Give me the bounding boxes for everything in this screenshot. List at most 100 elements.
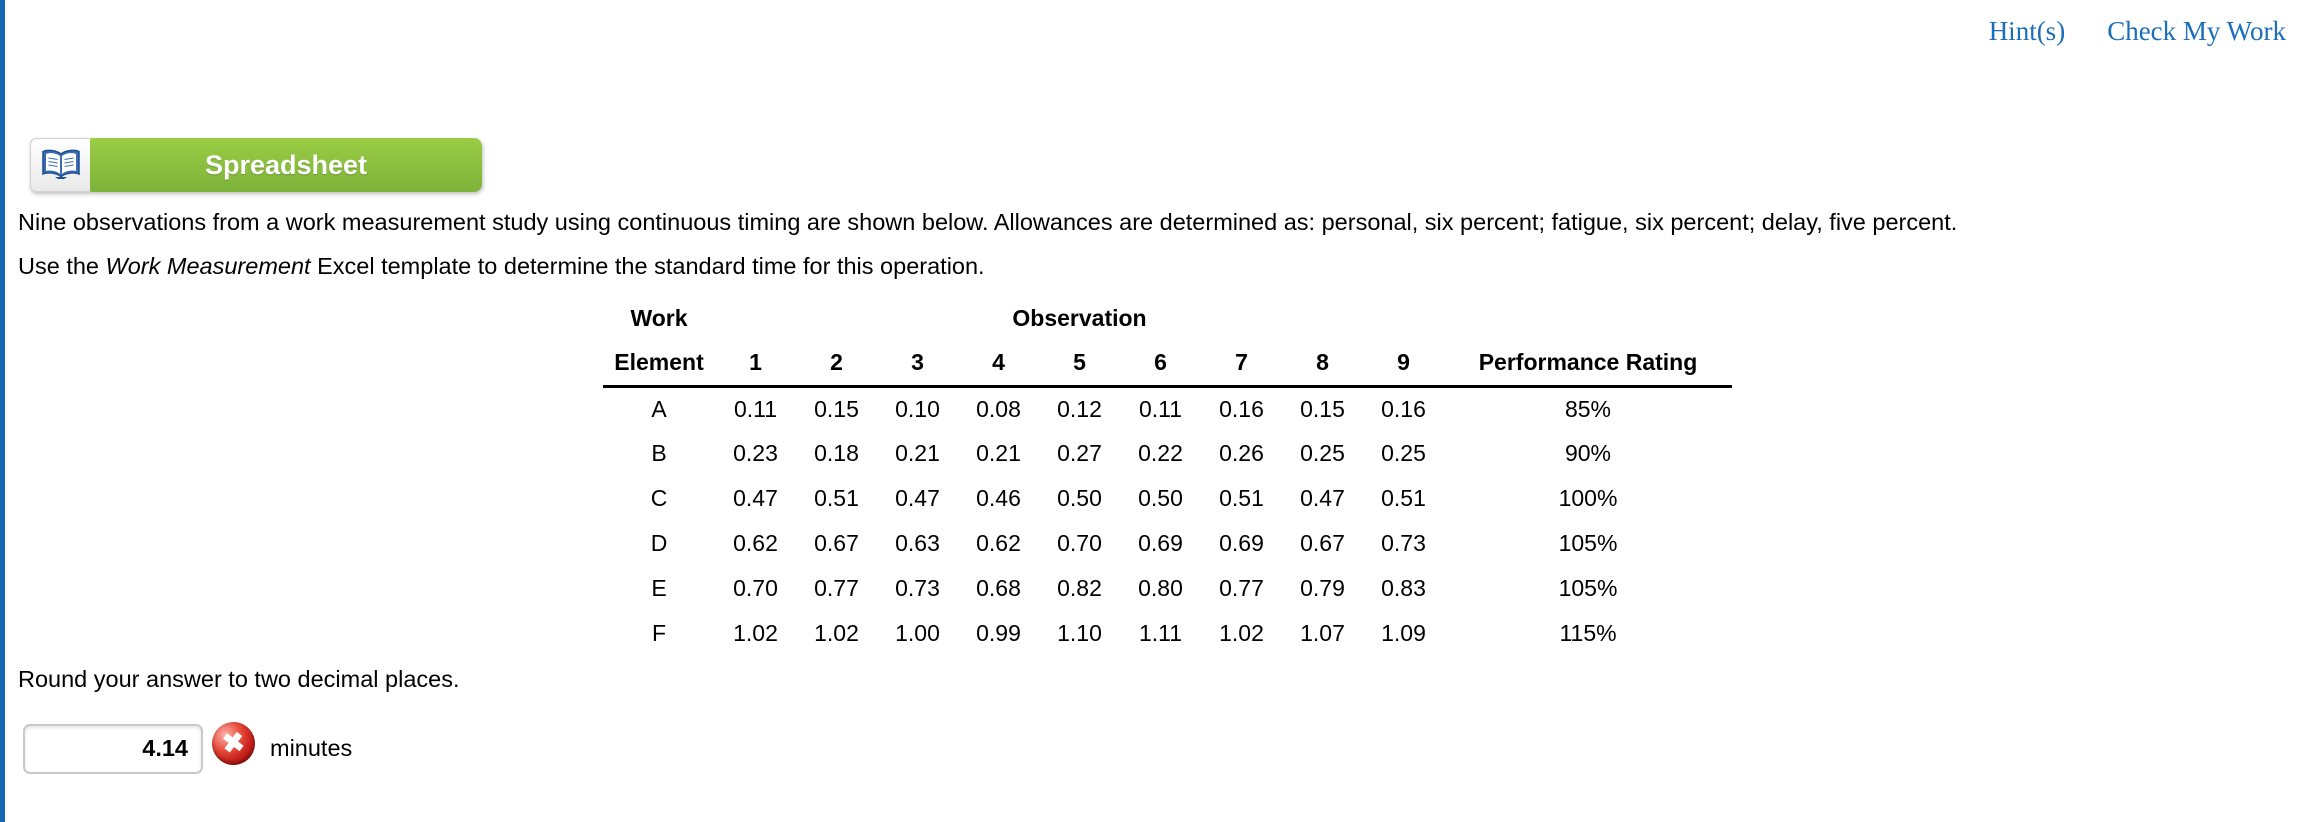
table-row: C 0.47 0.51 0.47 0.46 0.50 0.50 0.51 0.47 0.51 100… xyxy=(603,476,1732,521)
observation-number-header: 6 xyxy=(1120,341,1201,388)
error-x-icon: ✖ xyxy=(209,719,258,768)
performance-rating-cell: 115% xyxy=(1559,620,1617,646)
performance-rating-cell: 105% xyxy=(1558,530,1618,556)
table-row: D 0.62 0.67 0.63 0.62 0.70 0.69 0.69 0.67 0.73 105… xyxy=(603,521,1732,566)
observation-cell: 0.73 xyxy=(895,575,940,601)
observation-cell: 0.67 xyxy=(1300,530,1345,556)
round-note: Round your answer to two decimal places. xyxy=(18,666,460,692)
observation-cell: 0.51 xyxy=(1381,485,1426,511)
observation-cell: 0.51 xyxy=(1219,485,1264,511)
observation-group-header: Observation xyxy=(1012,305,1147,331)
observation-number-header: 9 xyxy=(1363,341,1444,388)
observation-cell: 0.10 xyxy=(895,395,940,422)
observation-number-header: 8 xyxy=(1282,341,1363,388)
performance-rating-header: Performance Rating xyxy=(1444,341,1732,388)
table-header-row-columns: Element 1 2 3 4 5 6 7 8 9 Performance Ra… xyxy=(603,341,1732,388)
observation-cell: 0.68 xyxy=(976,575,1021,601)
observation-cell: 1.09 xyxy=(1381,620,1426,646)
table-row: B 0.23 0.18 0.21 0.21 0.27 0.22 0.26 0.25 0.25 90% xyxy=(603,431,1732,476)
element-header: Element xyxy=(603,341,715,388)
observation-cell: 0.69 xyxy=(1138,530,1183,556)
observation-cell: 0.83 xyxy=(1381,575,1426,601)
observation-cell: 0.82 xyxy=(1057,575,1102,601)
problem-line1: Nine observations from a work measuremen… xyxy=(18,209,1958,235)
element-cell: E xyxy=(651,575,667,601)
observation-cell: 1.07 xyxy=(1300,620,1345,646)
spreadsheet-button-label: Spreadsheet xyxy=(90,138,482,192)
observation-cell: 0.16 xyxy=(1381,395,1426,422)
element-cell: D xyxy=(650,530,668,556)
observation-cell: 0.47 xyxy=(733,485,778,511)
template-name-italic: Work Measurement xyxy=(105,253,311,279)
observation-cell: 0.50 xyxy=(1138,485,1183,511)
observation-number-header: 1 xyxy=(715,341,796,388)
observation-cell: 0.77 xyxy=(1219,575,1264,601)
observation-cell: 1.02 xyxy=(1219,620,1264,646)
observation-cell: 0.18 xyxy=(814,440,859,466)
observation-cell: 0.62 xyxy=(733,530,778,556)
observation-table-head: Work Observation Element 1 2 3 4 5 6 7 8… xyxy=(603,296,1732,388)
element-cell: F xyxy=(651,620,667,646)
observation-cell: 0.73 xyxy=(1381,530,1426,556)
open-book-icon xyxy=(30,138,90,192)
observation-cell: 0.70 xyxy=(1057,530,1102,556)
observation-cell: 0.15 xyxy=(1300,395,1345,422)
observation-cell: 0.11 xyxy=(1138,395,1183,422)
observation-cell: 0.69 xyxy=(1219,530,1264,556)
observation-cell: 0.99 xyxy=(976,620,1021,646)
observation-cell: 0.70 xyxy=(733,575,778,601)
observation-cell: 1.11 xyxy=(1138,620,1183,646)
observation-cell: 0.47 xyxy=(895,485,940,511)
spreadsheet-button[interactable]: Spreadsheet xyxy=(30,138,482,192)
work-header: Work xyxy=(630,305,688,331)
observation-cell: 0.47 xyxy=(1300,485,1345,511)
problem-line2: Use the Work Measurement Excel template … xyxy=(18,253,985,279)
observation-number-header: 2 xyxy=(796,341,877,388)
observation-cell: 0.50 xyxy=(1057,485,1102,511)
observation-cell: 0.16 xyxy=(1219,395,1264,422)
observation-cell: 0.11 xyxy=(733,395,778,422)
observation-cell: 1.02 xyxy=(814,620,859,646)
performance-rating-cell: 100% xyxy=(1558,485,1618,511)
hints-link[interactable]: Hint(s) xyxy=(1988,16,2066,46)
observation-cell: 0.25 xyxy=(1300,440,1345,466)
observation-number-header: 3 xyxy=(877,341,958,388)
element-cell: A xyxy=(651,395,667,422)
performance-rating-cell: 90% xyxy=(1564,440,1612,466)
element-cell: B xyxy=(651,440,667,466)
table-row: F 1.02 1.02 1.00 0.99 1.10 1.11 1.02 1.07 1.09 115… xyxy=(603,611,1732,656)
element-cell: C xyxy=(650,485,668,511)
table-header-row-groups: Work Observation xyxy=(603,296,1732,341)
performance-rating-cell: 105% xyxy=(1558,575,1618,601)
check-my-work-link[interactable]: Check My Work xyxy=(2107,16,2286,46)
observation-cell: 0.67 xyxy=(814,530,859,556)
observation-cell: 0.08 xyxy=(976,395,1021,422)
observation-cell: 0.22 xyxy=(1138,440,1183,466)
observation-cell: 0.21 xyxy=(976,440,1021,466)
observation-cell: 0.21 xyxy=(895,440,940,466)
answer-input[interactable] xyxy=(23,723,203,774)
observation-number-header: 7 xyxy=(1201,341,1282,388)
observation-number-header: 4 xyxy=(958,341,1039,388)
observation-cell: 0.26 xyxy=(1219,440,1264,466)
observation-cell: 0.15 xyxy=(814,395,859,422)
observation-cell: 0.62 xyxy=(976,530,1021,556)
observation-table: Work Observation Element 1 2 3 4 5 6 7 8… xyxy=(603,296,1732,656)
performance-rating-cell: 85% xyxy=(1564,395,1612,422)
table-row: E 0.70 0.77 0.73 0.68 0.82 0.80 0.77 0.79 0.83 105… xyxy=(603,566,1732,611)
observation-cell: 0.27 xyxy=(1057,440,1102,466)
observation-cell: 0.25 xyxy=(1381,440,1426,466)
answer-row: ✖ minutes xyxy=(23,719,353,775)
observation-cell: 0.63 xyxy=(895,530,940,556)
observation-cell: 0.23 xyxy=(733,440,778,466)
problem-statement: Nine observations from a work measuremen… xyxy=(18,200,2308,288)
observation-number-header: 5 xyxy=(1039,341,1120,388)
observation-cell: 0.51 xyxy=(814,485,859,511)
observation-table-body: A 0.11 0.15 0.10 0.08 0.12 0.11 0.16 0.15 0.16 85%… xyxy=(603,386,1732,656)
performance-rating-spacer xyxy=(1444,296,1732,341)
answer-unit-label: minutes xyxy=(270,735,353,761)
observation-cell: 0.77 xyxy=(814,575,859,601)
observation-cell: 0.12 xyxy=(1057,395,1102,422)
observation-cell: 1.10 xyxy=(1057,620,1102,646)
